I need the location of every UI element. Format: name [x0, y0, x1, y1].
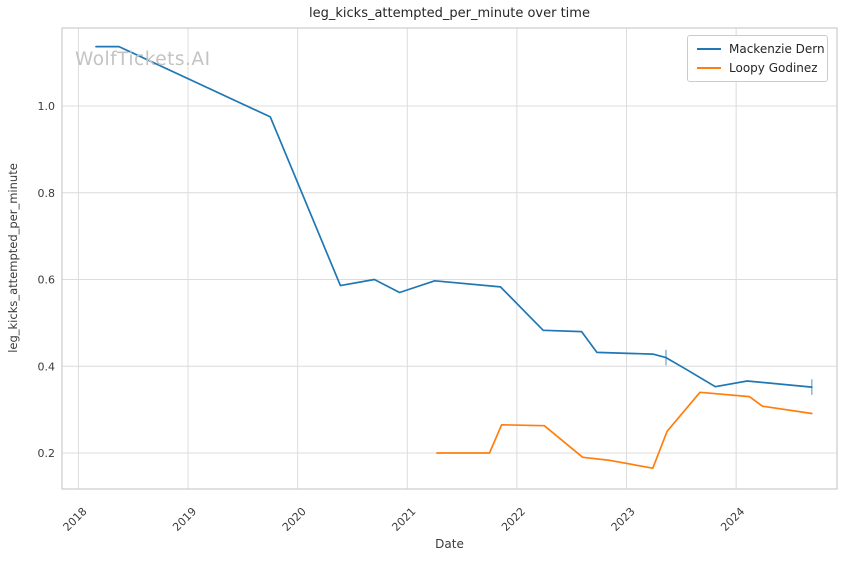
legend-label: Loopy Godinez [729, 61, 818, 75]
x-tick-label-2021: 2021 [389, 505, 418, 534]
legend-line-swatch-blue [697, 48, 721, 50]
x-tick-label-2019: 2019 [170, 505, 199, 534]
plot-border [61, 27, 838, 490]
x-tick-label-2024: 2024 [718, 505, 747, 534]
watermark: WolfTickets.AI [75, 49, 211, 70]
y-tick-label-0.6: 0.6 [38, 274, 56, 287]
legend-item-loopy-godinez: Loopy Godinez [697, 61, 818, 75]
x-tick-label-2022: 2022 [499, 505, 528, 534]
legend: Mackenzie Dern Loopy Godinez [687, 35, 828, 82]
y-tick-label-1.0: 1.0 [38, 100, 56, 113]
chart-title: leg_kicks_attempted_per_minute over time [309, 6, 590, 21]
series-line-loopy-godinez [436, 391, 813, 470]
y-tick-label-0.2: 0.2 [38, 447, 56, 460]
x-tick-label-2023: 2023 [609, 505, 638, 534]
y-axis-label: leg_kicks_attempted_per_minute [6, 163, 20, 353]
series-line-mackenzie-dern [95, 45, 813, 388]
y-tick-label-0.8: 0.8 [38, 187, 56, 200]
legend-line-swatch-orange [697, 67, 721, 69]
legend-item-mackenzie-dern: Mackenzie Dern [697, 42, 825, 56]
x-tick-label-2020: 2020 [280, 505, 309, 534]
y-tick-label-0.4: 0.4 [38, 360, 56, 373]
legend-label: Mackenzie Dern [729, 42, 825, 56]
x-axis-label: Date [435, 537, 464, 551]
x-tick-label-2018: 2018 [61, 505, 90, 534]
